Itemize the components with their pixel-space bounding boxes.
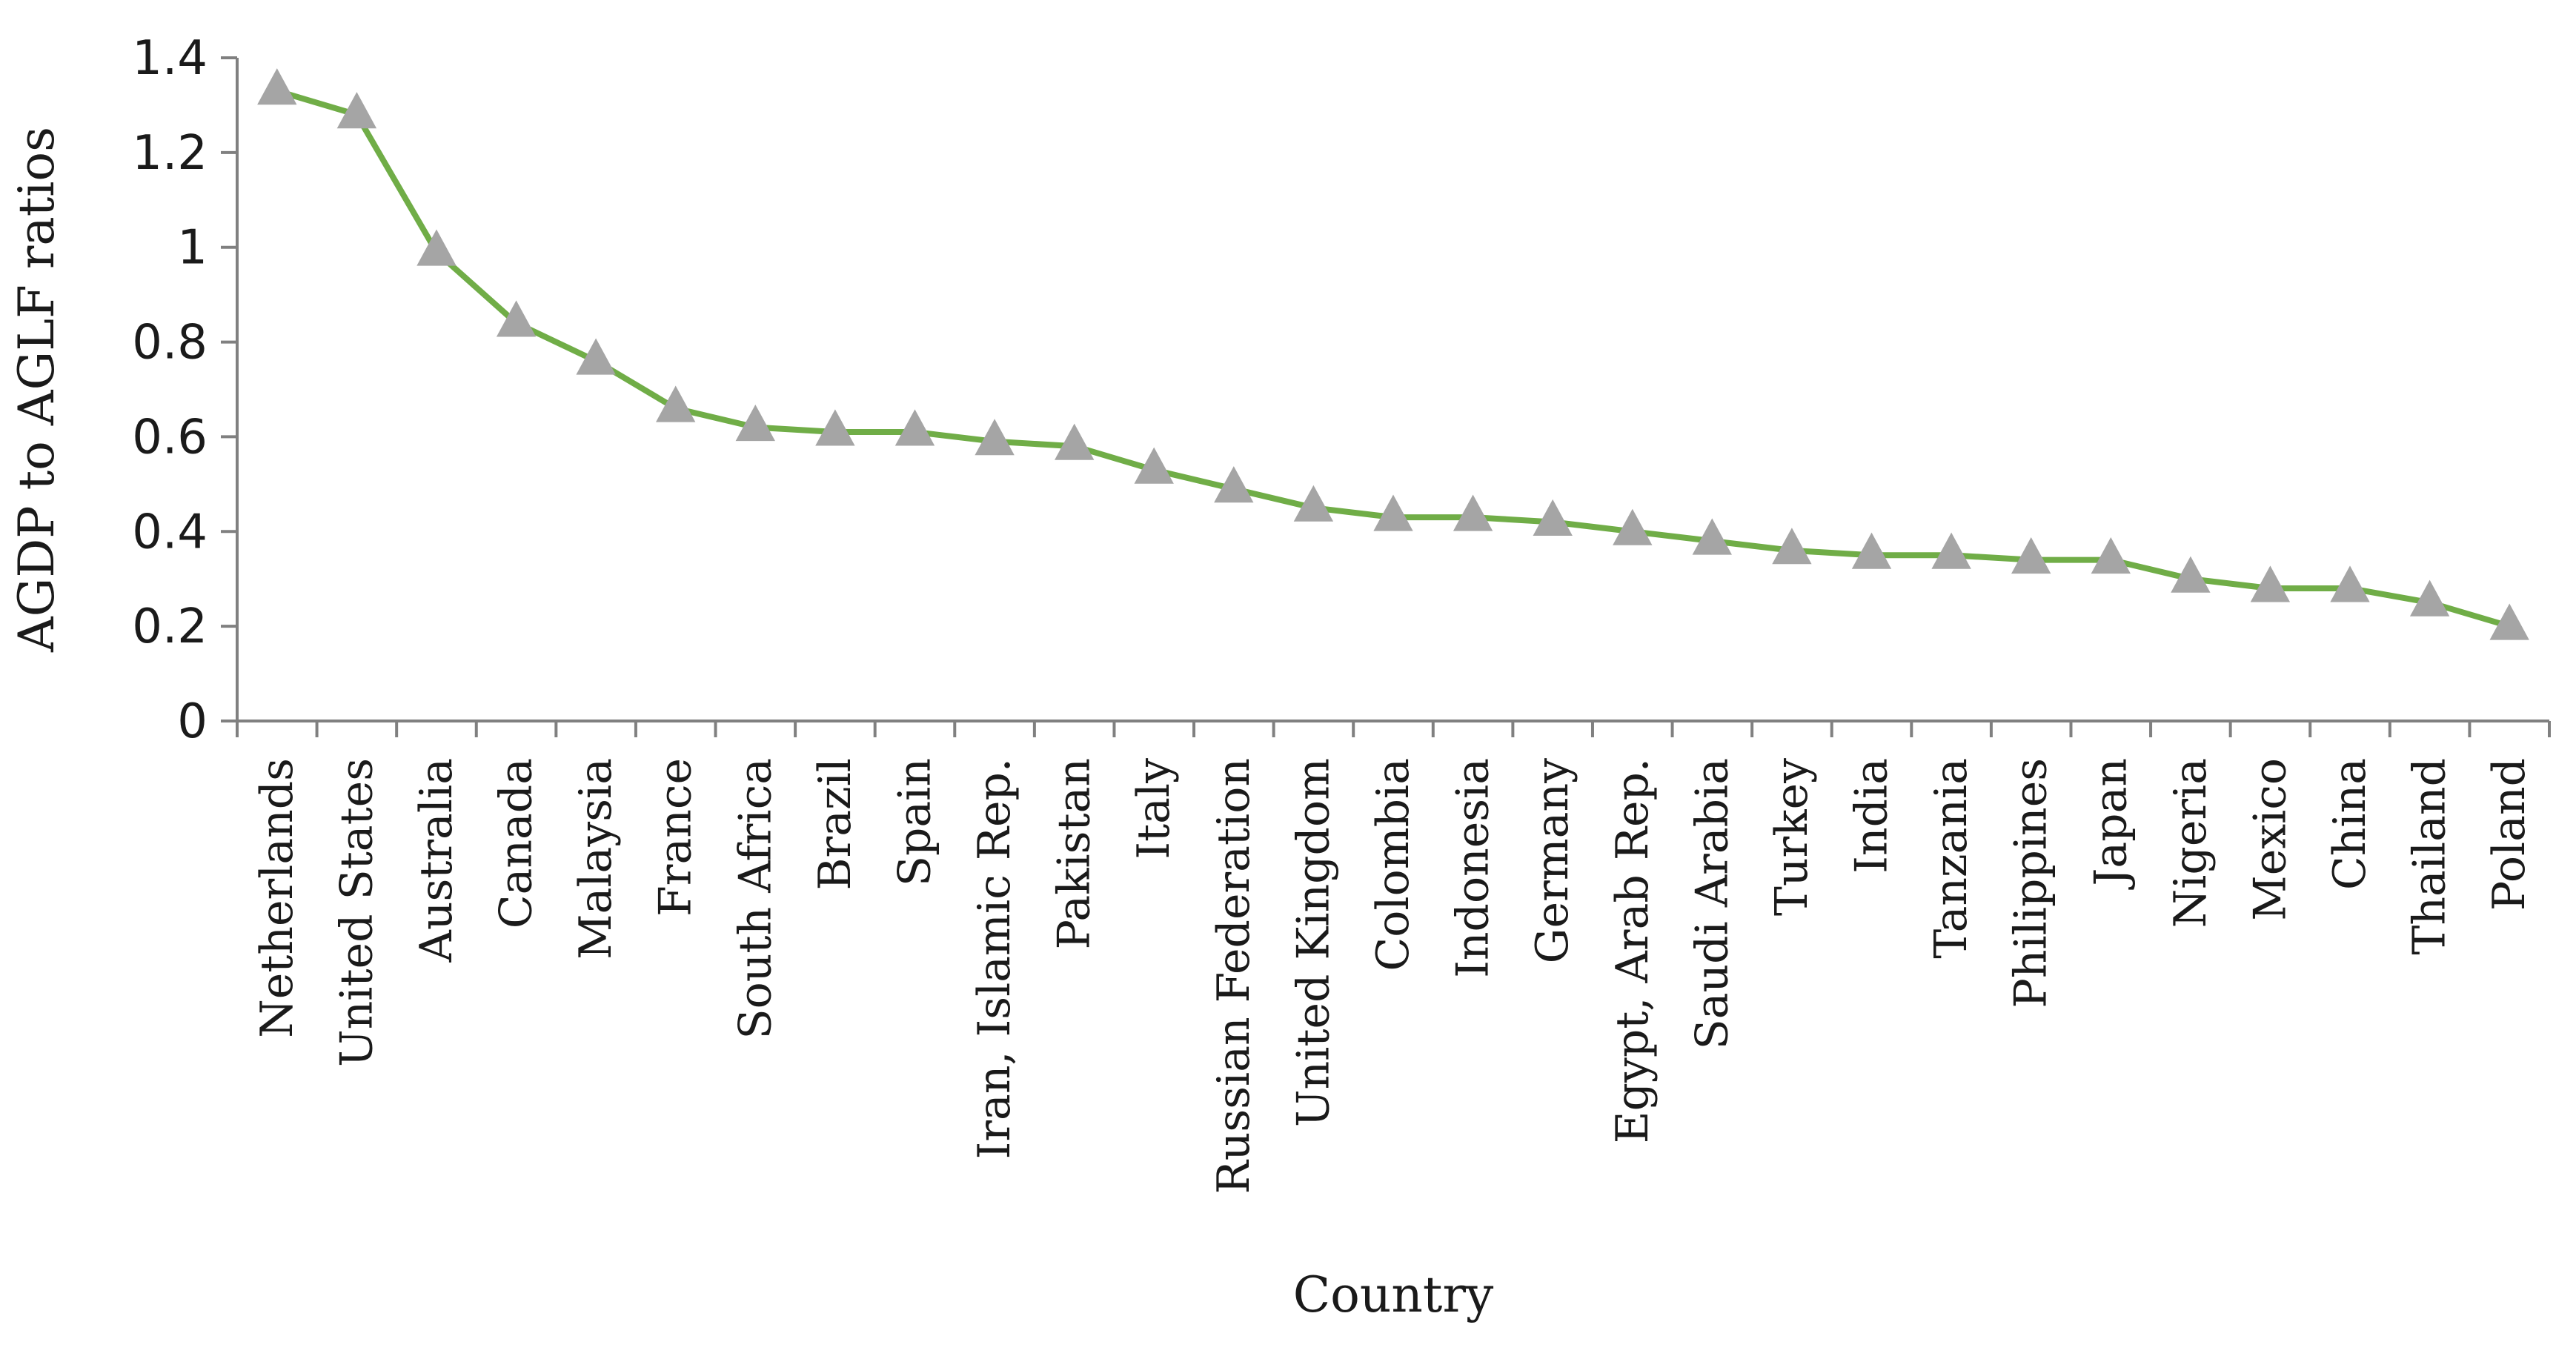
data-point-marker (1055, 423, 1095, 460)
y-tick-label: 1.4 (132, 31, 208, 86)
data-point-marker (1453, 494, 1493, 531)
x-tick-label: Canada (491, 758, 542, 928)
x-tick-label: Philippines (2005, 758, 2057, 1009)
data-point-marker (1293, 485, 1334, 522)
data-point-marker (656, 385, 696, 422)
x-ticks: Netherlands United States Australia Canada M… (236, 721, 2551, 1194)
x-tick-label: Thailand (2404, 758, 2456, 955)
y-tick-label: 0.2 (132, 599, 208, 654)
x-tick-label: Saudi Arabia (1686, 758, 1738, 1049)
x-tick-label: Indonesia (1447, 758, 1499, 978)
data-point-marker (815, 409, 855, 446)
data-point-marker (2409, 579, 2450, 617)
y-tick-label: 1.2 (132, 126, 208, 181)
y-tick-label: 1 (177, 221, 208, 276)
y-tick-label: 0.8 (132, 316, 208, 371)
x-tick-label: Pakistan (1049, 758, 1101, 949)
x-tick-label: United States (331, 758, 382, 1067)
y-ticks: 0 0.2 0.4 0.6 0.8 1 1.2 1.4 (132, 31, 237, 749)
x-tick-label: Spain (889, 758, 940, 886)
x-tick-label: Poland (2483, 758, 2535, 911)
data-point-marker (2091, 537, 2131, 574)
series-line (273, 87, 2513, 630)
data-point-marker (1851, 532, 1892, 569)
x-tick-label: Brazil (809, 758, 861, 891)
x-tick-label: Italy (1128, 758, 1180, 860)
x-tick-label: Australia (411, 758, 462, 963)
data-point-marker (1692, 518, 1732, 555)
data-point-marker (416, 229, 457, 266)
data-point-marker (1373, 494, 1413, 531)
data-point-marker (2489, 603, 2529, 640)
markers (257, 68, 2529, 640)
x-tick-label: Netherlands (251, 758, 303, 1038)
x-tick-label: France (650, 758, 702, 917)
axes (236, 58, 2549, 722)
data-point-marker (894, 409, 935, 446)
data-point-marker (1533, 499, 1573, 536)
data-point-marker (576, 338, 616, 375)
x-tick-label: South Africa (729, 758, 781, 1039)
x-axis-title: Country (1293, 1266, 1494, 1323)
x-tick-label: Russian Federation (1208, 758, 1260, 1194)
data-point-marker (1214, 466, 1254, 503)
data-point-marker (1772, 528, 1812, 565)
data-point-marker (2011, 537, 2051, 574)
x-tick-label: Turkey (1766, 758, 1818, 916)
data-point-marker (2250, 565, 2291, 602)
data-point-marker (735, 405, 775, 442)
x-tick-label: Nigeria (2165, 758, 2217, 928)
data-point-marker (1134, 447, 1174, 484)
x-tick-label: Malaysia (570, 758, 622, 960)
data-point-marker (336, 92, 377, 129)
y-axis-title: AGDP to AGLF ratios (8, 127, 65, 653)
data-point-marker (1931, 532, 1971, 569)
series (273, 87, 2513, 630)
x-tick-label: Iran, Islamic Rep. (969, 758, 1020, 1159)
x-tick-label: Mexico (2244, 758, 2296, 921)
y-tick-label: 0 (177, 694, 208, 749)
x-tick-label: Colombia (1367, 758, 1419, 971)
y-tick-label: 0.4 (132, 505, 208, 559)
data-point-marker (257, 68, 297, 105)
y-tick-label: 0.6 (132, 410, 208, 465)
x-tick-label: India (1846, 758, 1898, 874)
x-tick-label: United Kingdom (1287, 758, 1339, 1127)
x-tick-label: Tanzania (1925, 758, 1977, 959)
data-point-marker (2330, 565, 2370, 602)
data-point-marker (2171, 556, 2211, 593)
data-point-marker (496, 300, 537, 337)
data-point-marker (975, 419, 1015, 456)
x-tick-label: Japan (2085, 758, 2137, 891)
x-tick-label: China (2324, 758, 2376, 890)
x-tick-label: Egypt, Arab Rep. (1607, 758, 1659, 1143)
data-point-marker (1613, 508, 1653, 545)
x-tick-label: Germany (1527, 758, 1579, 963)
